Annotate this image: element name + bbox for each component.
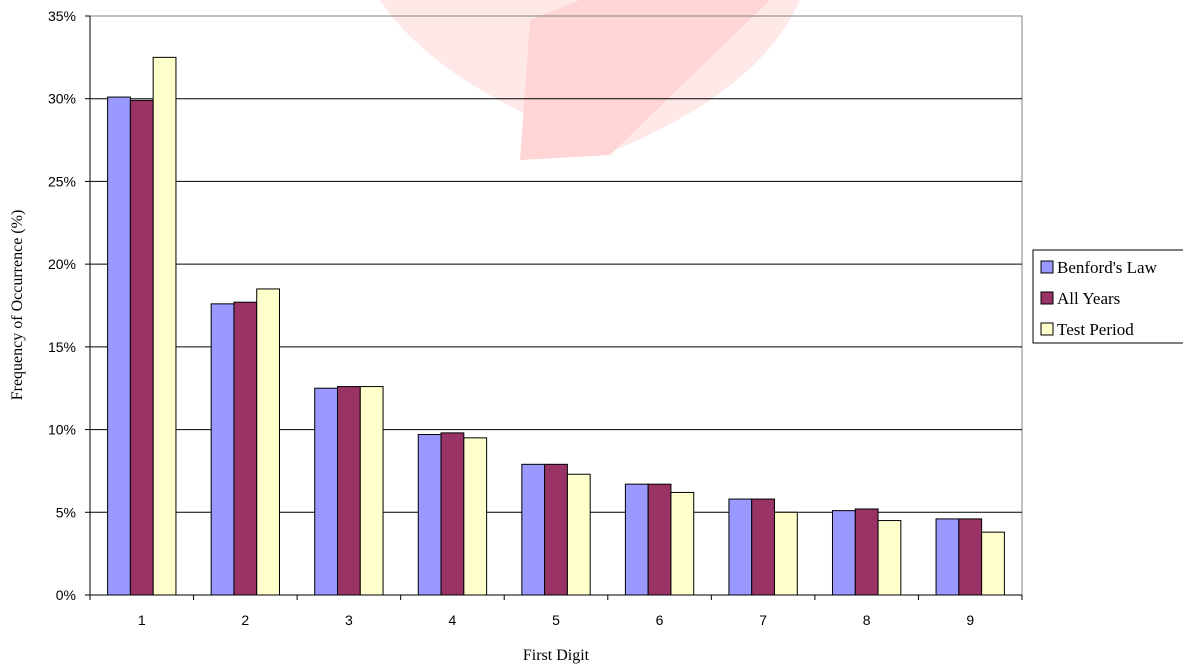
legend-swatch-benfords-law [1040,260,1054,274]
bar-all-years-2 [233,301,258,596]
y-tick-label: 25% [48,173,76,189]
y-tick-label: 35% [48,8,76,24]
bar-all-years-4 [440,432,465,596]
x-axis-title: First Digit [523,647,590,664]
x-tick-label: 8 [863,612,871,628]
legend-swatch-test-period [1040,322,1054,336]
bar-benford-s-law-2 [210,303,235,596]
x-tick-label: 9 [966,612,974,628]
legend: Benford's Law All Years Test Period [1032,249,1183,344]
bar-all-years-3 [336,386,361,596]
bar-test-period-2 [256,288,281,596]
x-tick-label: 2 [241,612,249,628]
bar-test-period-1 [152,56,177,596]
bar-benford-s-law-6 [624,483,649,596]
bar-benford-s-law-4 [417,434,442,596]
bar-test-period-8 [877,520,902,596]
x-tick-label: 5 [552,612,560,628]
x-tick-label: 3 [345,612,353,628]
bar-all-years-6 [647,483,672,596]
watermark [380,0,800,160]
bar-all-years-7 [751,498,776,596]
bar-benford-s-law-9 [935,518,960,596]
bar-all-years-5 [544,463,568,596]
y-axis-title: Frequency of Occurrence (%) [9,210,26,401]
bar-test-period-7 [774,511,798,596]
bar-benford-s-law-1 [107,96,131,596]
x-tick-label: 4 [449,612,457,628]
bar-test-period-4 [463,437,488,596]
bar-benford-s-law-5 [521,463,546,596]
x-tick-label: 1 [138,612,146,628]
legend-swatch-all-years [1040,291,1054,305]
bars [107,56,1005,596]
bar-all-years-9 [958,518,983,596]
y-tick-label: 30% [48,91,76,107]
legend-label-benfords-law: Benford's Law [1057,258,1158,277]
y-tick-label: 20% [48,256,76,272]
bar-test-period-6 [670,491,695,596]
bar-all-years-1 [129,99,154,596]
bar-benford-s-law-7 [728,498,753,596]
legend-box [1032,249,1183,344]
bar-test-period-9 [981,531,1005,596]
x-tick-label: 7 [759,612,767,628]
axes: 0% 5% 10% 15% 20% 25% 30% 35% 1 2 3 4 5 6 7 8 9 [48,8,1023,628]
legend-label-all-years: All Years [1057,289,1120,308]
y-tick-label: 10% [48,422,76,438]
y-tick-label: 0% [56,587,76,603]
legend-label-test-period: Test Period [1057,320,1134,339]
y-tick-label: 15% [48,339,76,355]
bar-all-years-8 [854,508,879,596]
x-tick-label: 6 [656,612,664,628]
bar-test-period-3 [359,386,384,596]
bar-benford-s-law-8 [831,510,856,596]
bar-benford-s-law-3 [314,387,338,596]
bar-test-period-5 [566,473,591,596]
y-tick-label: 5% [56,504,76,520]
